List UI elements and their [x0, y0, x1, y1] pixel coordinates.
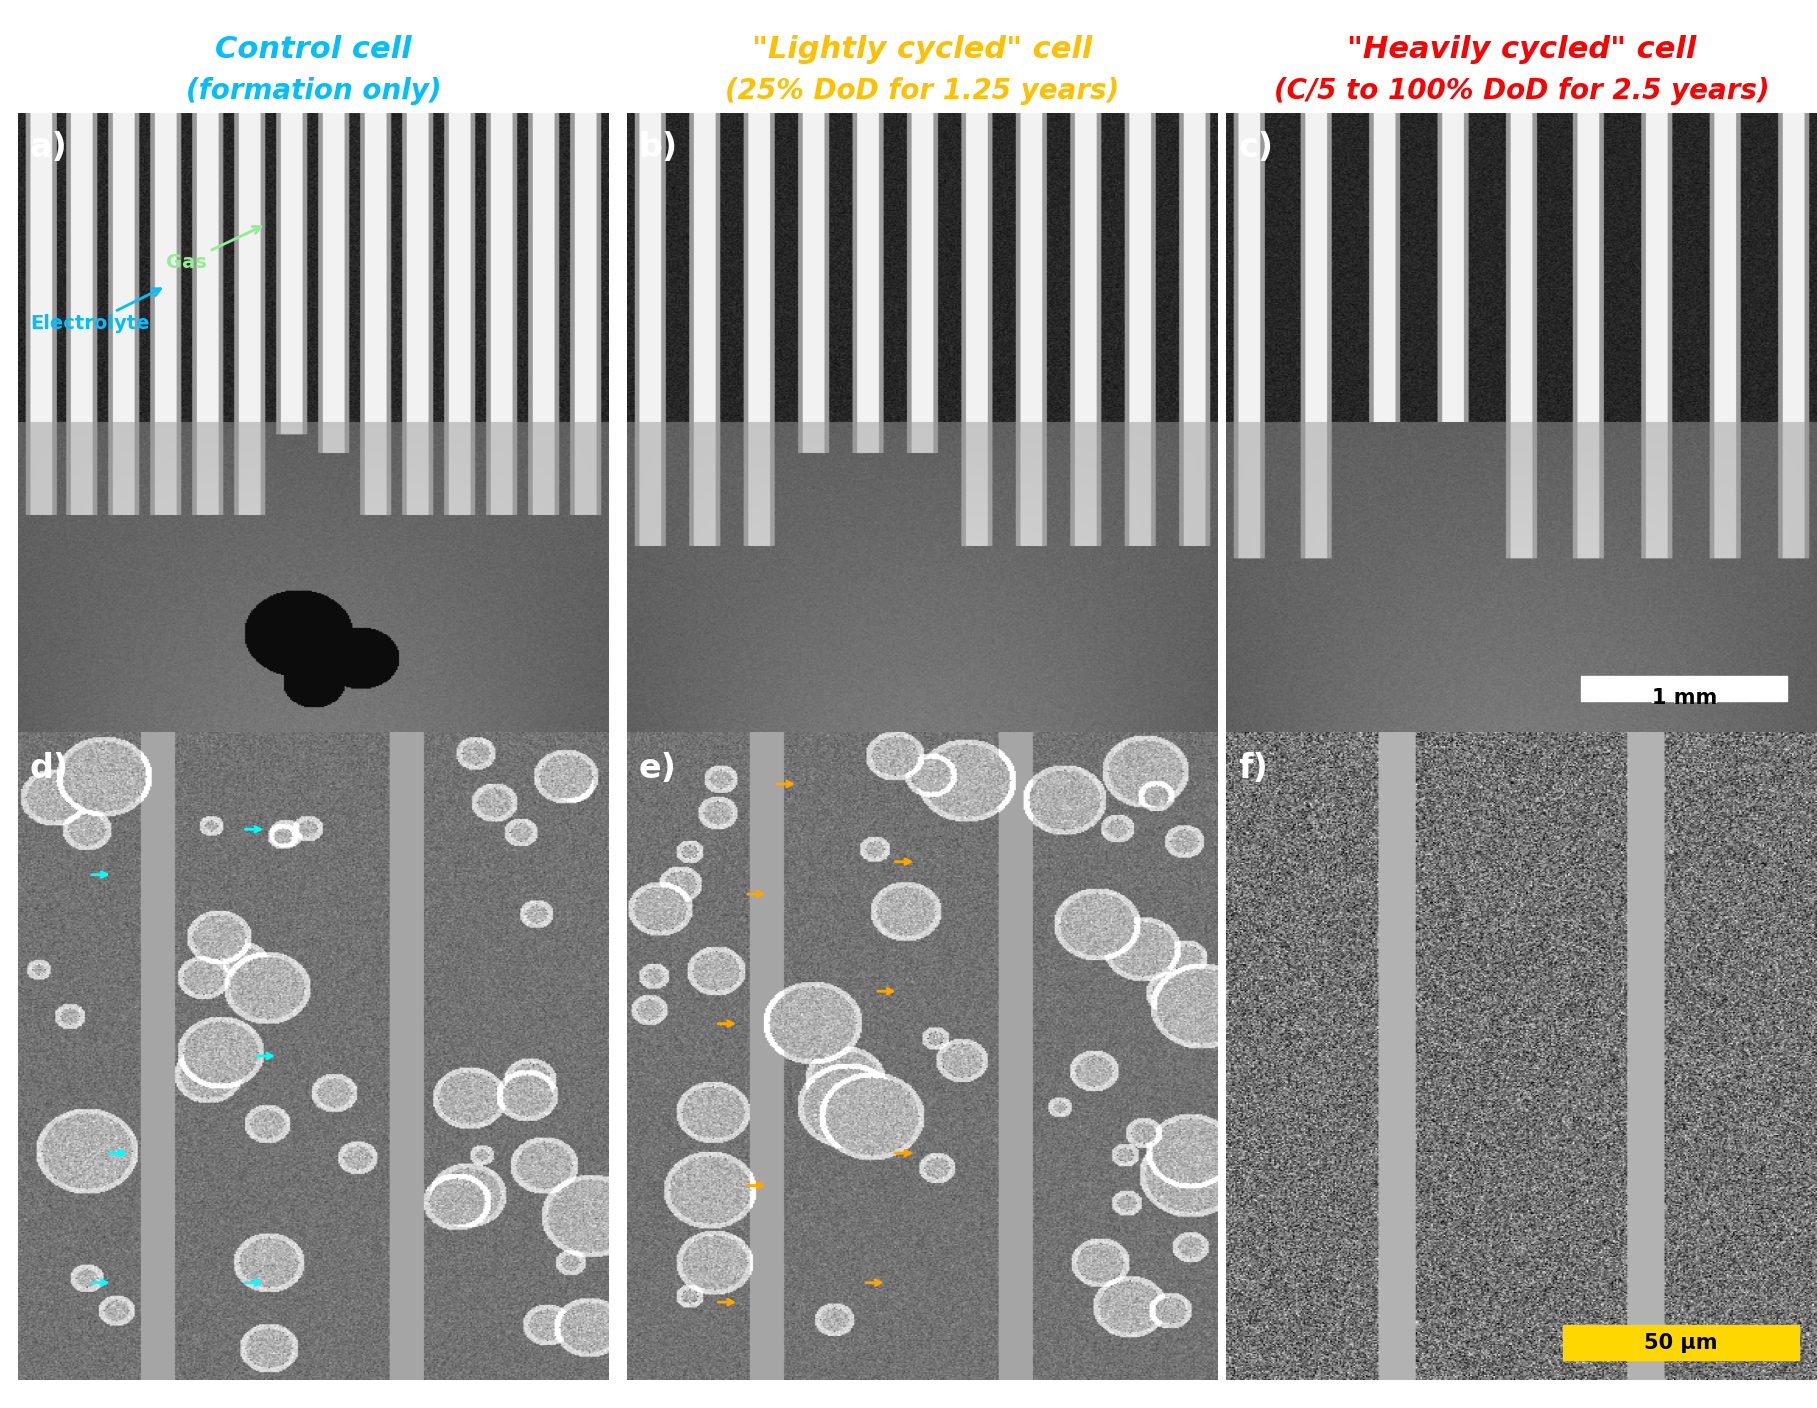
Text: (25% DoD for 1.25 years): (25% DoD for 1.25 years) [725, 77, 1119, 106]
Text: Electrolyte: Electrolyte [31, 289, 160, 334]
Text: (formation only): (formation only) [185, 77, 442, 106]
Text: Gas: Gas [165, 227, 262, 272]
Text: 50 μm: 50 μm [1644, 1333, 1717, 1353]
Text: "Heavily cycled" cell: "Heavily cycled" cell [1346, 35, 1697, 65]
Text: (C/5 to 100% DoD for 2.5 years): (C/5 to 100% DoD for 2.5 years) [1274, 77, 1770, 106]
Text: b): b) [640, 131, 678, 165]
Text: a): a) [31, 131, 67, 165]
Text: 1 mm: 1 mm [1652, 689, 1717, 708]
Text: d): d) [31, 752, 69, 784]
Text: 1 mm: 1 mm [1650, 687, 1719, 707]
Text: c): c) [1239, 131, 1274, 165]
Bar [1581, 676, 1788, 701]
Bar [1563, 1325, 1799, 1360]
Text: "Lightly cycled" cell: "Lightly cycled" cell [752, 35, 1092, 65]
Text: f): f) [1239, 752, 1268, 784]
Text: e): e) [640, 752, 676, 784]
Text: Control cell: Control cell [214, 35, 412, 65]
